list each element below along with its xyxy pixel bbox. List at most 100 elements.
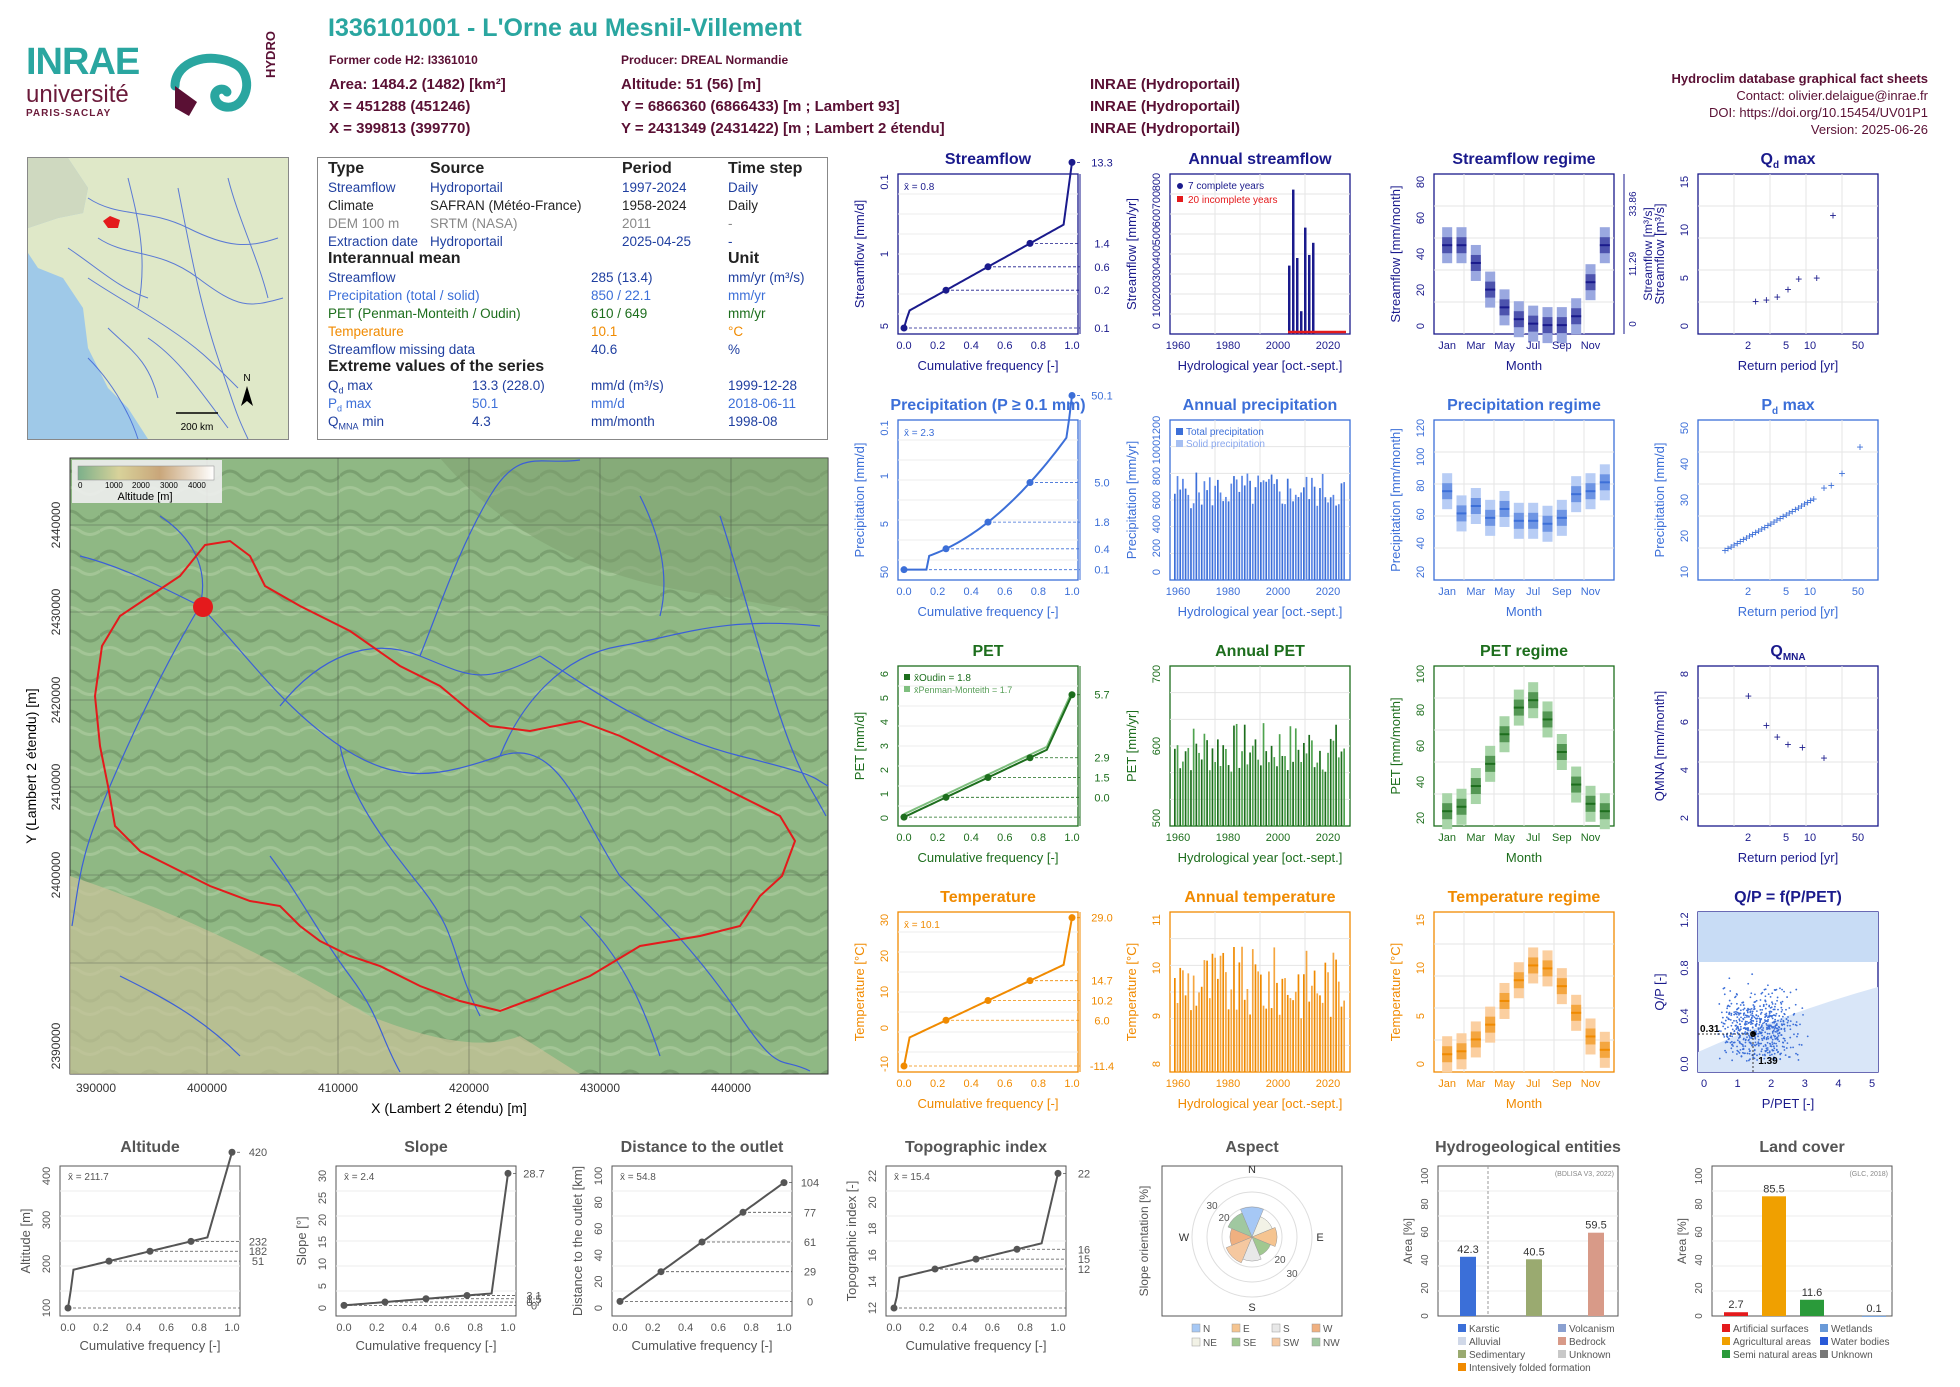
scatter-point: [1763, 1057, 1766, 1060]
data-point: +: [1795, 272, 1802, 286]
legend-label: Semi natural areas: [1733, 1350, 1817, 1361]
y-tick: 200: [1151, 539, 1163, 557]
mean-label: Streamflow: [328, 270, 396, 285]
y-tick: 20: [879, 950, 891, 962]
y-tick: 0.1: [879, 174, 891, 189]
x-tick: May: [1494, 586, 1515, 598]
bar: [1335, 959, 1337, 1072]
x-tick: 2000: [1266, 1078, 1290, 1090]
scatter-point: [1765, 1022, 1768, 1025]
bar: [1268, 762, 1270, 826]
scatter-point: [1778, 1040, 1781, 1043]
scatter-point: [1751, 1043, 1754, 1046]
scatter-point: [1742, 1038, 1745, 1041]
legend-label: SW: [1283, 1338, 1300, 1349]
right-tick: 0.1: [1094, 565, 1109, 577]
bar: [1311, 985, 1313, 1072]
data-point: +: [1737, 535, 1744, 549]
scatter-point: [1776, 996, 1779, 999]
scatter-point: [1736, 1045, 1738, 1048]
y-tick: 20: [1415, 566, 1427, 578]
bar: [1343, 1000, 1345, 1072]
aspect-sector: [1240, 1206, 1264, 1238]
scatter-point: [1797, 1059, 1800, 1061]
legend-tick: 2000: [132, 481, 150, 490]
scatter-point: [1773, 1042, 1776, 1045]
legend-label: Solid precipitation: [1186, 439, 1265, 450]
scatter-point: [1758, 1053, 1761, 1056]
bar: [1190, 770, 1192, 826]
x-axis-label: Month: [1506, 358, 1542, 373]
x-tick: Jan: [1438, 1078, 1456, 1090]
y-axis-label: Precipitation [mm/month]: [1388, 428, 1403, 572]
data-point: +: [1792, 503, 1799, 517]
legend-swatch: [904, 686, 910, 692]
scatter-point: [1772, 1008, 1775, 1011]
data-point: +: [1774, 290, 1781, 304]
bar: [1292, 1000, 1294, 1072]
x-tick: 3: [1802, 1078, 1808, 1090]
x-tick: Mar: [1466, 832, 1485, 844]
x-tick: 0.0: [886, 1322, 901, 1334]
x-tick: Sep: [1552, 340, 1572, 352]
mean-label: x̄ = 2.3: [904, 428, 935, 439]
scatter-point: [1728, 977, 1731, 980]
bar: [1251, 503, 1254, 580]
y-tick: 0: [879, 815, 891, 821]
legend-swatch: [1458, 1324, 1466, 1332]
scatter-point: [1726, 1007, 1729, 1010]
scatter-point: [1764, 1044, 1767, 1047]
x-tick: May: [1494, 340, 1515, 352]
y-tick: 2420000: [49, 676, 63, 723]
scatter-point: [1755, 1014, 1758, 1017]
x-tick: 430000: [580, 1081, 620, 1095]
scatter-point: [1759, 999, 1762, 1001]
scatter-point: [1771, 1017, 1774, 1020]
scatter-point: [1739, 1004, 1742, 1006]
scatter-point: [1771, 1002, 1774, 1005]
x-tick: 0.8: [1031, 1078, 1046, 1090]
x-tick: Sep: [1552, 586, 1572, 598]
scatter-point: [1786, 1024, 1789, 1027]
col-period: Period: [622, 160, 672, 177]
right-tick: 0.6: [1094, 262, 1109, 274]
y-axis-label: Streamflow [mm/d]: [852, 200, 867, 308]
scatter-point: [1751, 973, 1754, 976]
right-tick: 50.1: [1091, 390, 1112, 402]
x-tick: 1960: [1166, 586, 1190, 598]
y-axis-label: Streamflow [mm/month]: [1388, 185, 1403, 322]
scatter-point: [1759, 1032, 1761, 1035]
rivers: [71, 459, 829, 1073]
data-point: +: [1798, 499, 1805, 513]
x-tick: 0.2: [93, 1322, 108, 1334]
y-tick: 300: [1151, 263, 1163, 281]
y-axis-label: Y (Lambert 2 étendu) [m]: [23, 688, 39, 843]
scatter-point: [1750, 1023, 1752, 1026]
panel-title: Altitude: [120, 1139, 180, 1156]
scatter-point: [1742, 1045, 1745, 1047]
scatter-point: [1745, 1023, 1748, 1026]
scatter-point: [1795, 1052, 1797, 1055]
scatter-point: [1746, 1009, 1748, 1012]
scatter-point: [1735, 993, 1738, 995]
y-tick: 600: [1151, 209, 1163, 227]
bar: [1329, 1016, 1332, 1072]
y-tick: 80: [1415, 479, 1427, 491]
bar: [1262, 1005, 1265, 1072]
annual-panel: Annual PET 500 600 700 1960 1980 2000 2020 Hydro…: [1124, 643, 1351, 865]
scatter-point: [1775, 988, 1778, 991]
y-tick: 80: [593, 1196, 605, 1208]
y-tick: 8: [1151, 1061, 1163, 1067]
x-axis-label: Cumulative frequency [-]: [918, 1096, 1059, 1111]
qp-upper-zone: [1698, 912, 1878, 962]
y-tick: 80: [1415, 704, 1427, 716]
scatter-point: [1789, 991, 1792, 994]
x-tick: 2020: [1316, 586, 1340, 598]
scatter-point: [1767, 1057, 1770, 1060]
scatter-point: [1768, 1026, 1770, 1029]
x-tick: 1980: [1216, 832, 1240, 844]
bar: [1288, 265, 1291, 334]
scatter-point: [1749, 1020, 1752, 1023]
scatter-point: [1738, 1019, 1741, 1022]
